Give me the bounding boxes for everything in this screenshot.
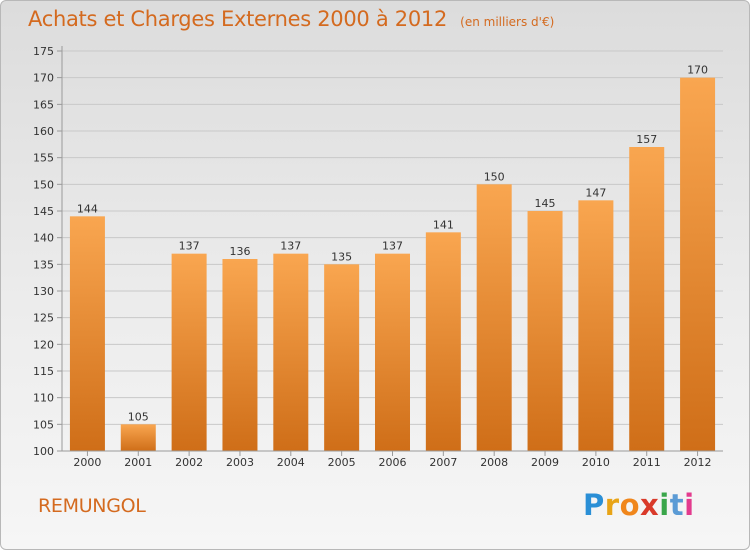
logo-letter: x xyxy=(640,488,660,522)
y-tick-label: 170 xyxy=(33,72,54,85)
y-tick-label: 175 xyxy=(33,45,54,58)
bar xyxy=(375,253,410,451)
data-label: 145 xyxy=(535,197,556,210)
data-label: 147 xyxy=(585,186,606,199)
y-tick-label: 160 xyxy=(33,125,54,138)
logo-letter: r xyxy=(604,488,620,522)
y-tick-label: 130 xyxy=(33,285,54,298)
y-tick-label: 100 xyxy=(33,445,54,458)
proxiti-logo: Proxiti xyxy=(583,488,695,522)
bar xyxy=(527,211,563,451)
x-tick-label: 2004 xyxy=(277,456,305,469)
bar xyxy=(324,264,360,451)
data-label: 135 xyxy=(331,250,352,263)
data-label: 137 xyxy=(280,240,301,253)
data-label: 137 xyxy=(382,240,403,253)
x-tick-label: 2009 xyxy=(531,456,559,469)
logo-letter: i xyxy=(659,488,670,522)
data-label: 136 xyxy=(229,245,250,258)
x-tick-label: 2001 xyxy=(124,456,152,469)
x-tick-label: 2005 xyxy=(328,456,356,469)
data-label: 150 xyxy=(484,170,505,183)
x-tick-label: 2002 xyxy=(175,456,203,469)
axes: 1001051101151201251301351401451501551601… xyxy=(33,45,723,469)
y-tick-label: 150 xyxy=(33,178,54,191)
bar xyxy=(222,259,258,451)
bar xyxy=(171,253,207,451)
y-tick-label: 155 xyxy=(33,152,54,165)
logo-letter: t xyxy=(669,488,685,522)
bar xyxy=(578,200,614,451)
y-tick-label: 125 xyxy=(33,312,54,325)
y-tick-label: 140 xyxy=(33,232,54,245)
bar xyxy=(120,424,156,451)
logo-letter: i xyxy=(684,488,695,522)
x-tick-label: 2012 xyxy=(684,456,712,469)
data-label: 141 xyxy=(433,218,454,231)
y-tick-label: 145 xyxy=(33,205,54,218)
x-tick-label: 2003 xyxy=(226,456,254,469)
bar xyxy=(476,184,512,452)
logo-letter: P xyxy=(583,488,605,522)
town-name: REMUNGOL xyxy=(38,495,146,517)
y-tick-label: 135 xyxy=(33,258,54,271)
bar xyxy=(273,253,309,451)
data-label: 137 xyxy=(179,240,200,253)
y-tick-label: 115 xyxy=(33,365,54,378)
bar xyxy=(69,216,105,451)
chart-title: Achats et Charges Externes 2000 à 2012 xyxy=(28,7,448,31)
data-label: 170 xyxy=(687,64,708,77)
data-label: 157 xyxy=(636,133,657,146)
x-tick-label: 2010 xyxy=(582,456,610,469)
x-tick-label: 2007 xyxy=(429,456,457,469)
x-tick-label: 2006 xyxy=(379,456,407,469)
y-tick-label: 105 xyxy=(33,418,54,431)
y-tick-label: 110 xyxy=(33,392,54,405)
x-tick-label: 2011 xyxy=(633,456,661,469)
x-tick-label: 2008 xyxy=(480,456,508,469)
logo-letter: o xyxy=(619,488,641,522)
chart-unit: (en milliers d'€) xyxy=(460,15,555,29)
data-label: 105 xyxy=(128,410,149,423)
y-tick-label: 120 xyxy=(33,338,54,351)
y-tick-label: 165 xyxy=(33,98,54,111)
bar xyxy=(629,147,665,451)
bar xyxy=(425,232,461,451)
x-tick-label: 2000 xyxy=(73,456,101,469)
title-row: Achats et Charges Externes 2000 à 2012 (… xyxy=(28,7,554,31)
bar xyxy=(680,77,716,452)
data-label: 144 xyxy=(77,202,98,215)
bars: 144 105 137 136 137 135 137 141 150 145 147 157 170 xyxy=(69,64,716,452)
